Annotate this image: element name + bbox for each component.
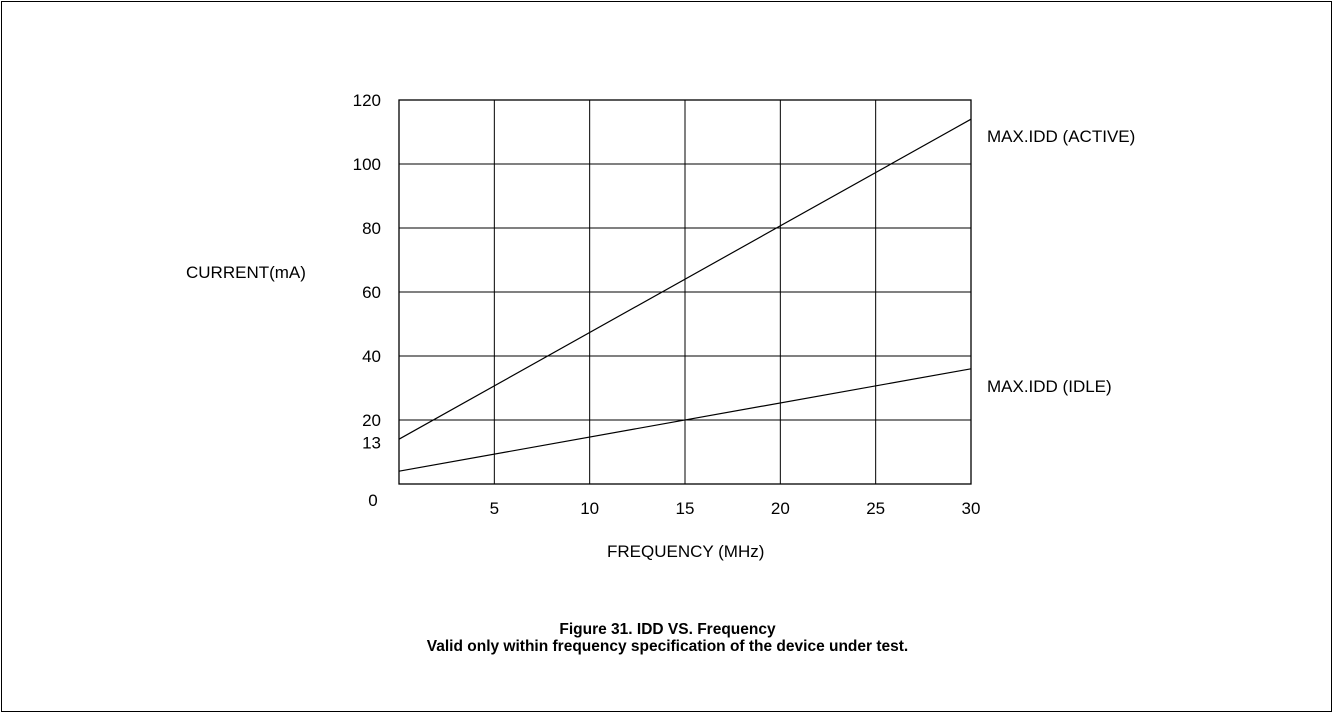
x-tick-label-30: 30 — [962, 499, 981, 518]
tick-labels: 120 100 80 60 40 20 13 0 5 10 15 20 25 30 — [353, 91, 981, 518]
plot-border — [398, 99, 972, 485]
series-label-active: MAX.IDD (ACTIVE) — [987, 127, 1135, 146]
x-tick-label-15: 15 — [676, 499, 695, 518]
y-tick-label-80: 80 — [362, 219, 381, 238]
y-tick-label-13: 13 — [362, 433, 381, 452]
x-tick-label-5: 5 — [490, 499, 499, 518]
series-line-active — [398, 118, 972, 440]
chart-grid — [399, 100, 972, 484]
x-tick-label-10: 10 — [580, 499, 599, 518]
y-tick-label-20: 20 — [362, 411, 381, 430]
x-tick-label-25: 25 — [866, 499, 885, 518]
figure-note: Valid only within frequency specificatio… — [426, 638, 909, 655]
series-label-idle: MAX.IDD (IDLE) — [987, 377, 1112, 396]
x-axis-label: FREQUENCY (MHz) — [607, 542, 764, 561]
y-tick-label-120: 120 — [353, 91, 381, 110]
chart-series: MAX.IDD (ACTIVE) MAX.IDD (IDLE) — [398, 118, 1135, 472]
plot-area — [398, 99, 972, 485]
y-tick-label-60: 60 — [362, 283, 381, 302]
y-tick-label-100: 100 — [353, 155, 381, 174]
series-line-idle — [398, 368, 972, 472]
y-tick-label-40: 40 — [362, 347, 381, 366]
y-axis-label: CURRENT(mA) — [186, 263, 306, 282]
figure-title: Figure 31. IDD VS. Frequency — [559, 621, 776, 638]
origin-tick-label: 0 — [368, 491, 377, 510]
x-tick-label-20: 20 — [771, 499, 790, 518]
